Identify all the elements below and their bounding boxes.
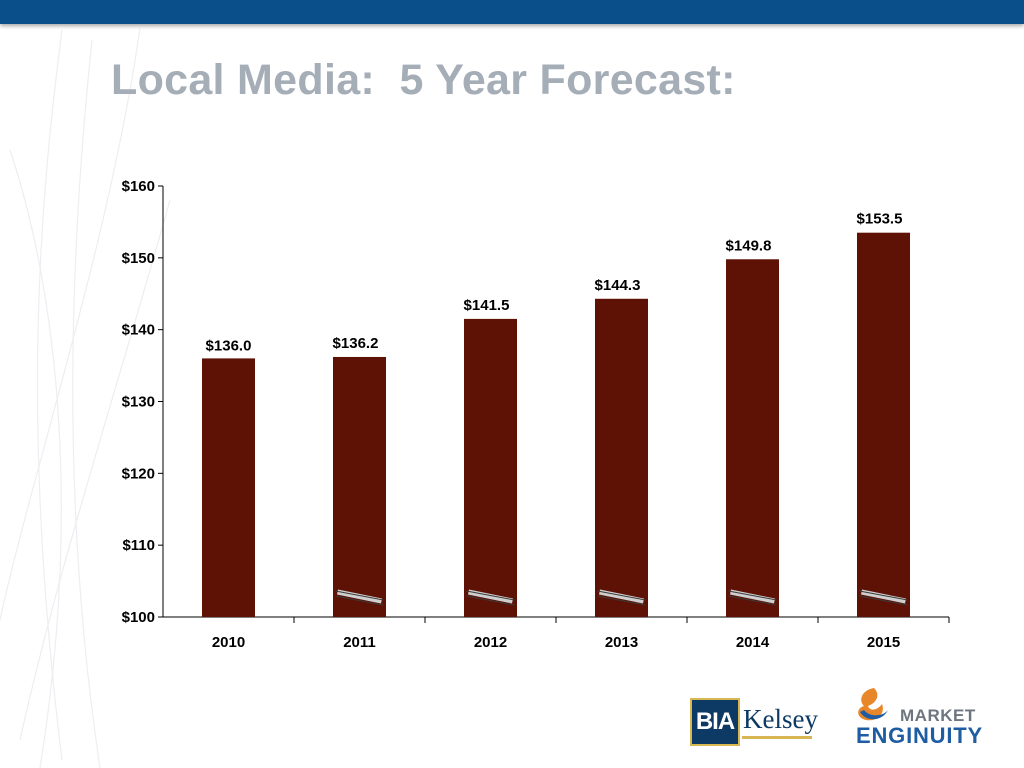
value-label: $136.0 <box>206 337 252 354</box>
y-tick-label: $110 <box>122 537 155 554</box>
axis-break-mark <box>859 589 908 606</box>
bar <box>595 298 648 617</box>
value-label: $136.2 <box>333 335 379 352</box>
value-label: $141.5 <box>464 297 510 314</box>
bar <box>202 358 255 617</box>
x-tick-label: 2011 <box>343 634 376 651</box>
bar <box>726 259 779 617</box>
market-enginuity-logo: MARKET ENGINUITY <box>852 686 992 748</box>
page-title: Local Media: 5 Year Forecast: <box>111 56 736 104</box>
x-tick-label: 2010 <box>212 634 245 651</box>
bar-series: $136.0 $136.2 $141.5 $144.3 $149.8 $153.5 <box>202 211 910 618</box>
enginuity-word: ENGINUITY <box>856 723 983 748</box>
kelsey-logo-word: Kelsey <box>743 704 818 734</box>
y-tick-label: $140 <box>122 322 155 339</box>
axis-break-mark <box>335 589 384 606</box>
x-tick-label: 2015 <box>867 634 900 651</box>
bar <box>857 232 910 618</box>
market-word: MARKET <box>900 706 976 725</box>
x-tick-label: 2013 <box>605 634 638 651</box>
y-tick-label: $120 <box>122 465 155 482</box>
y-tick-label: $150 <box>122 250 155 267</box>
x-tick-label: 2012 <box>474 634 507 651</box>
y-tick-label: $100 <box>122 609 155 626</box>
value-label: $153.5 <box>857 211 903 228</box>
axis-break-mark <box>466 589 515 606</box>
y-axis: $100 $110 $120 $130 $140 $150 $160 <box>122 178 164 626</box>
bar <box>464 318 517 617</box>
axis-break-mark <box>728 589 777 606</box>
bia-kelsey-logo: BIA Kelsey <box>690 698 818 746</box>
value-label: $144.3 <box>595 277 641 294</box>
enginuity-swirl-icon <box>858 688 888 721</box>
bar <box>333 356 386 617</box>
top-banner <box>0 0 1024 24</box>
x-axis: 2010 2011 2012 2013 2014 2015 <box>163 616 950 651</box>
bia-logo-box: BIA <box>690 698 740 746</box>
x-tick-label: 2014 <box>736 634 770 651</box>
y-tick-label: $130 <box>122 394 155 411</box>
logo-underline <box>742 736 812 739</box>
axis-break-mark <box>597 589 646 606</box>
value-label: $149.8 <box>726 237 772 254</box>
y-tick-label: $160 <box>122 178 155 195</box>
